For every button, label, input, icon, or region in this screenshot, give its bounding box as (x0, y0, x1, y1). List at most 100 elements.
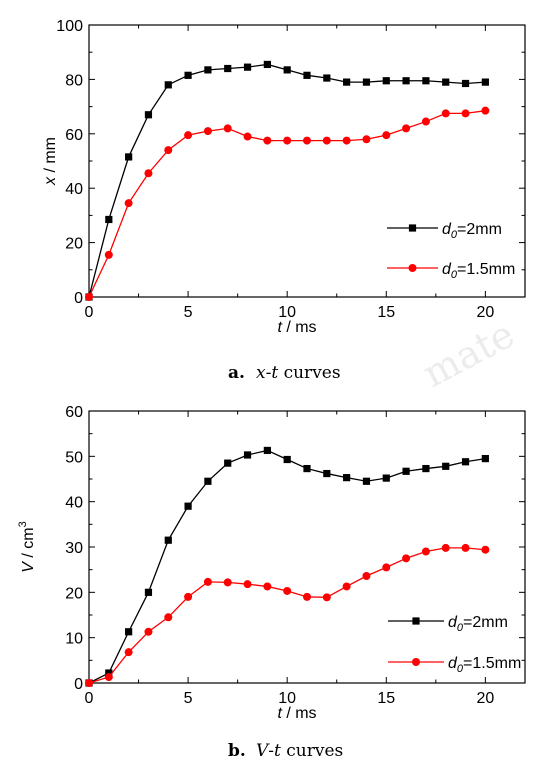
data-point (323, 74, 331, 82)
data-point (144, 111, 153, 119)
data-point (283, 66, 291, 74)
data-point (105, 669, 113, 677)
data-point (184, 131, 193, 140)
data-point (481, 545, 490, 554)
data-point (184, 502, 192, 510)
data-point (461, 79, 470, 88)
chart-panel-1: 0 5 10 15 20 0 10 20 30 40 50 60 t / ms V / cm3 d0=2mm… (17, 404, 526, 761)
data-point (342, 582, 351, 591)
data-point (442, 462, 450, 470)
data-point (382, 563, 391, 572)
data-point (362, 572, 371, 581)
data-point (421, 117, 430, 126)
legend-marker-0 (412, 617, 420, 625)
data-point (144, 169, 153, 178)
x-tick-label: 15 (377, 304, 395, 321)
data-point (322, 136, 331, 145)
data-point (481, 106, 490, 115)
legend-marker-0 (408, 224, 417, 232)
data-point (104, 250, 113, 259)
data-point (203, 127, 212, 136)
data-point (263, 582, 272, 591)
data-point (342, 136, 351, 145)
legend-label-0: d0=2mm (442, 221, 502, 241)
data-point (303, 464, 311, 473)
data-point (164, 536, 172, 544)
series-line-0 (88, 63, 486, 298)
data-point (104, 673, 113, 682)
data-point (204, 477, 212, 485)
data-point (481, 78, 489, 86)
y-tick-label: 10 (65, 631, 83, 648)
data-point (125, 153, 133, 161)
data-point (402, 124, 411, 133)
data-point (223, 124, 232, 133)
data-point (224, 64, 232, 73)
data-point (263, 136, 272, 145)
y-tick-label: 40 (65, 495, 83, 512)
data-point (442, 78, 450, 86)
y-tick-label: 20 (65, 236, 83, 253)
data-point (303, 592, 311, 601)
data-point (184, 71, 192, 79)
data-point (461, 458, 470, 466)
x-tick-label: 0 (85, 690, 94, 707)
data-point (224, 459, 232, 467)
y-tick-label: 0 (74, 290, 83, 307)
y-axis-label: V / cm3 (17, 521, 37, 572)
legend-marker-1 (412, 658, 420, 666)
data-point (461, 543, 470, 552)
data-point (441, 109, 450, 118)
legend-marker-1 (408, 264, 417, 272)
y-tick-label: 0 (74, 676, 83, 693)
data-point (461, 109, 470, 118)
data-point (343, 474, 351, 482)
x-tick-label: 5 (184, 304, 193, 321)
data-point (105, 215, 113, 224)
x-tick-label: 5 (184, 690, 193, 707)
x-tick-label: 0 (85, 304, 94, 321)
data-point (243, 451, 252, 459)
x-tick-label: 20 (476, 304, 494, 321)
data-point (164, 613, 173, 622)
data-point (283, 586, 292, 595)
data-point (402, 77, 410, 85)
data-point (402, 467, 410, 475)
data-point (283, 136, 292, 145)
y-tick-label: 80 (65, 72, 83, 89)
plot-frame (88, 410, 526, 684)
y-tick-label: 50 (65, 449, 83, 466)
figure-caption-letter: b. (228, 741, 246, 761)
data-point (85, 679, 93, 687)
data-point (343, 78, 351, 86)
figure-caption-text: x-t curves (256, 363, 341, 383)
plot-frame (88, 24, 526, 298)
data-point (382, 131, 391, 140)
legend-label-1: d0=1.5mm (448, 655, 521, 675)
data-point (382, 77, 390, 85)
data-point (124, 199, 133, 208)
data-point (382, 474, 390, 482)
y-tick-label: 20 (65, 585, 83, 602)
y-tick-label: 100 (56, 18, 83, 35)
y-tick-label: 60 (65, 404, 83, 421)
data-point (125, 628, 133, 636)
data-point (124, 648, 133, 657)
data-point (164, 81, 172, 89)
figure-caption-letter: a. (228, 363, 245, 383)
data-point (85, 293, 93, 301)
data-point (184, 592, 193, 601)
data-point (303, 71, 311, 79)
data-point (164, 146, 173, 155)
data-point (144, 627, 153, 636)
data-point (323, 469, 331, 478)
x-tick-label: 10 (278, 304, 296, 321)
x-tick-label: 15 (377, 690, 395, 707)
data-point (441, 543, 450, 552)
data-point (243, 580, 252, 589)
legend-label-1: d0=1.5mm (442, 261, 515, 281)
data-point (481, 455, 489, 463)
x-tick-label: 10 (278, 690, 296, 707)
data-point (362, 78, 371, 86)
